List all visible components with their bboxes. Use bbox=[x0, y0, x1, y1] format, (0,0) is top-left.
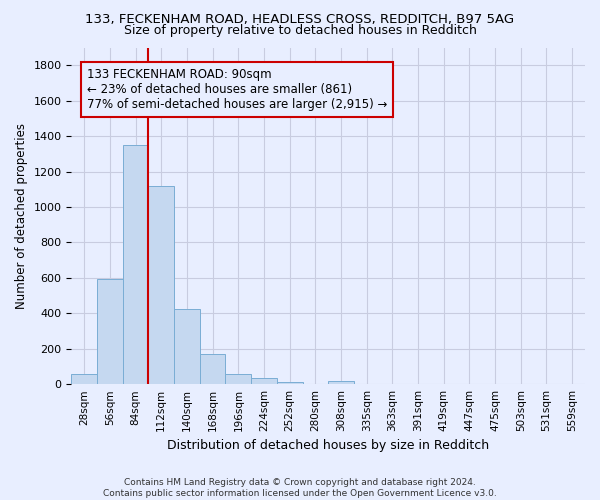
Y-axis label: Number of detached properties: Number of detached properties bbox=[15, 123, 28, 309]
Bar bbox=[123, 145, 148, 384]
Bar bbox=[174, 309, 200, 384]
Bar bbox=[200, 354, 226, 384]
Bar bbox=[277, 382, 302, 384]
Bar bbox=[328, 380, 354, 384]
Text: Size of property relative to detached houses in Redditch: Size of property relative to detached ho… bbox=[124, 24, 476, 37]
Bar bbox=[226, 374, 251, 384]
X-axis label: Distribution of detached houses by size in Redditch: Distribution of detached houses by size … bbox=[167, 440, 489, 452]
Text: 133 FECKENHAM ROAD: 90sqm
← 23% of detached houses are smaller (861)
77% of semi: 133 FECKENHAM ROAD: 90sqm ← 23% of detac… bbox=[87, 68, 387, 110]
Bar bbox=[97, 278, 123, 384]
Text: Contains HM Land Registry data © Crown copyright and database right 2024.
Contai: Contains HM Land Registry data © Crown c… bbox=[103, 478, 497, 498]
Bar bbox=[148, 186, 174, 384]
Bar bbox=[71, 374, 97, 384]
Text: 133, FECKENHAM ROAD, HEADLESS CROSS, REDDITCH, B97 5AG: 133, FECKENHAM ROAD, HEADLESS CROSS, RED… bbox=[85, 12, 515, 26]
Bar bbox=[251, 378, 277, 384]
